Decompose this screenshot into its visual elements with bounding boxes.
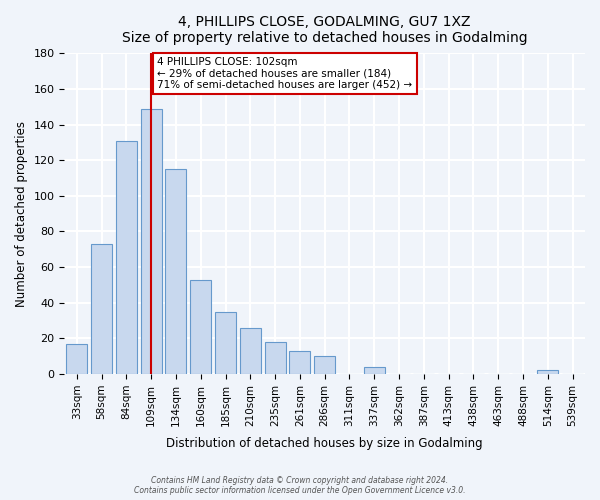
Text: Contains HM Land Registry data © Crown copyright and database right 2024.
Contai: Contains HM Land Registry data © Crown c… <box>134 476 466 495</box>
Bar <box>314 356 335 374</box>
X-axis label: Distribution of detached houses by size in Godalming: Distribution of detached houses by size … <box>166 437 483 450</box>
Bar <box>364 367 385 374</box>
Bar <box>91 244 112 374</box>
Y-axis label: Number of detached properties: Number of detached properties <box>15 120 28 306</box>
Bar <box>215 312 236 374</box>
Bar <box>166 169 187 374</box>
Bar <box>66 344 88 374</box>
Bar <box>265 342 286 374</box>
Bar <box>190 280 211 374</box>
Bar <box>116 140 137 374</box>
Title: 4, PHILLIPS CLOSE, GODALMING, GU7 1XZ
Size of property relative to detached hous: 4, PHILLIPS CLOSE, GODALMING, GU7 1XZ Si… <box>122 15 527 45</box>
Text: 4 PHILLIPS CLOSE: 102sqm
← 29% of detached houses are smaller (184)
71% of semi-: 4 PHILLIPS CLOSE: 102sqm ← 29% of detach… <box>157 57 412 90</box>
Bar <box>240 328 261 374</box>
Bar <box>537 370 559 374</box>
Bar <box>140 108 162 374</box>
Bar <box>289 351 310 374</box>
